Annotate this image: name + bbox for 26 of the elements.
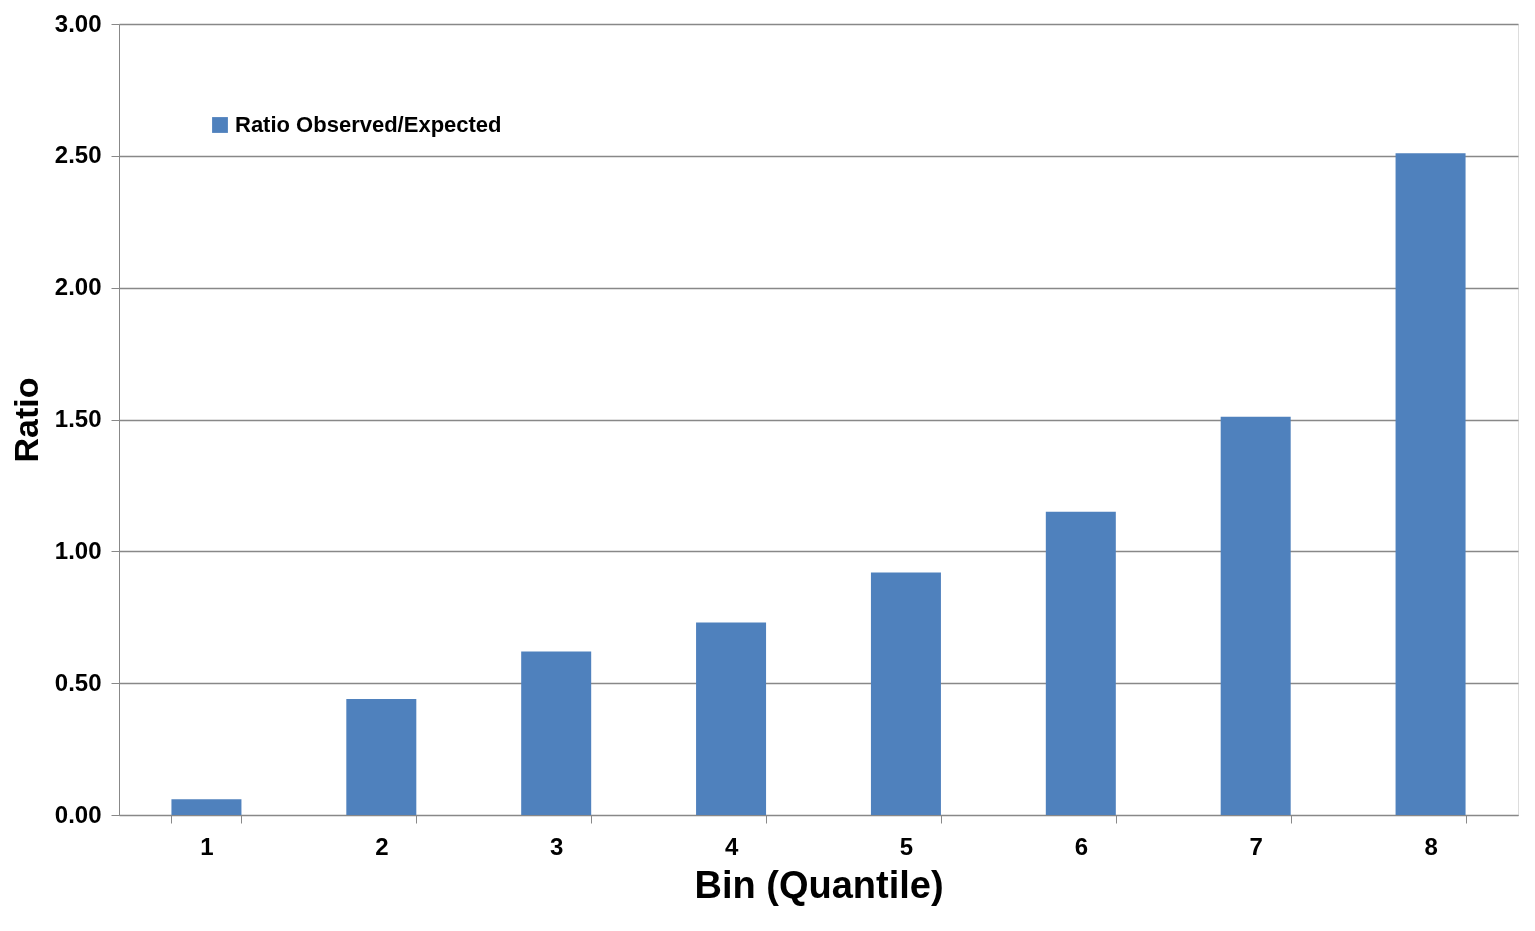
y-tick-label: 2.50 bbox=[54, 141, 102, 169]
x-tick-label: 7 bbox=[1249, 832, 1263, 860]
x-tick-label: 1 bbox=[200, 832, 214, 860]
x-tick-label: 3 bbox=[550, 832, 564, 860]
x-tick-label: 2 bbox=[375, 832, 389, 860]
y-axis-title: Ratio bbox=[6, 377, 45, 463]
bar bbox=[346, 698, 417, 815]
y-tick-label: 1.50 bbox=[54, 405, 102, 432]
y-tick-label: 0.50 bbox=[54, 668, 102, 696]
y-tick-label: 3.00 bbox=[54, 9, 102, 37]
bar bbox=[521, 651, 592, 815]
y-tick-label: 2.00 bbox=[54, 273, 102, 301]
x-tick-label: 8 bbox=[1424, 832, 1438, 860]
x-tick-label: 4 bbox=[724, 832, 739, 860]
x-tick-label: 5 bbox=[899, 832, 914, 860]
legend-label: Ratio Observed/Expected bbox=[235, 112, 502, 137]
bar bbox=[696, 622, 767, 815]
bar bbox=[1395, 153, 1466, 815]
bar bbox=[1220, 416, 1291, 815]
bar bbox=[870, 572, 941, 815]
bar bbox=[171, 799, 242, 815]
x-axis-title: Bin (Quantile) bbox=[694, 863, 944, 906]
x-tick-label: 6 bbox=[1074, 832, 1088, 860]
y-tick-label: 1.00 bbox=[54, 536, 102, 564]
bar bbox=[1045, 511, 1116, 815]
y-tick-label: 0.00 bbox=[54, 800, 102, 828]
